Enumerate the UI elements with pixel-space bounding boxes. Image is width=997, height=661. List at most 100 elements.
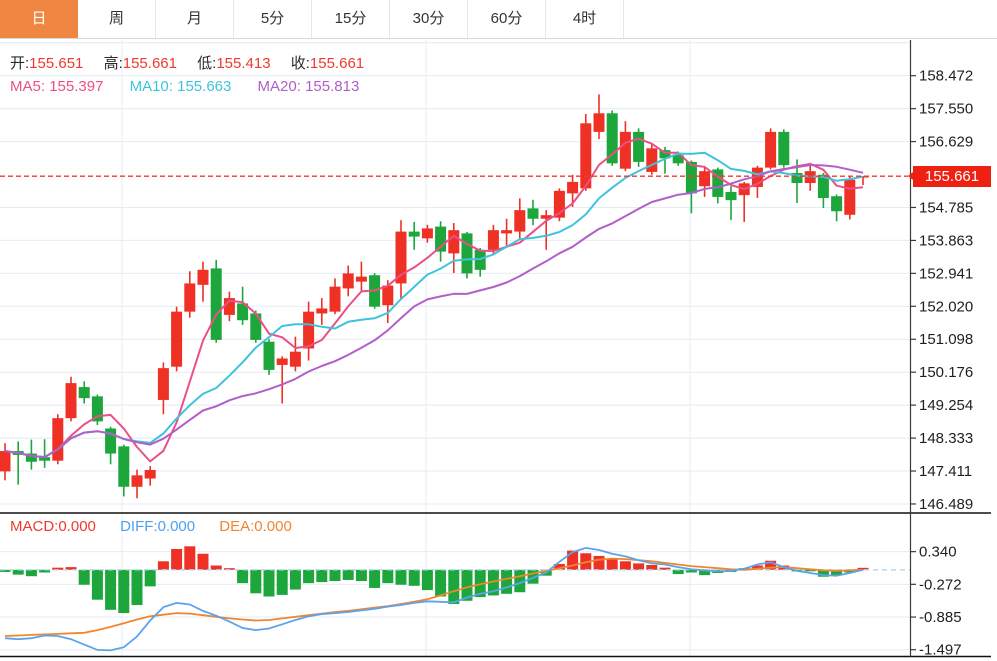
macd-bar: [646, 564, 658, 570]
macd-bar: [0, 569, 11, 572]
dea-label: DEA:: [219, 518, 255, 535]
candle: [171, 311, 183, 367]
macd-bar: [751, 565, 763, 570]
macd-bar: [78, 569, 90, 585]
candle: [303, 311, 315, 349]
macd-bar: [210, 565, 222, 570]
high-value: 155.661: [122, 55, 177, 72]
macd-bar: [382, 569, 394, 584]
macd-axis-label: 0.340: [919, 544, 957, 561]
dea-line: [4, 557, 864, 637]
dea-value: 0.000: [254, 518, 292, 535]
macd-bar: [408, 569, 420, 586]
candle: [659, 150, 671, 159]
tab-15min[interactable]: 15分: [312, 0, 390, 38]
macd-bar: [263, 569, 275, 597]
dea-value-readout: DEA:0.000: [219, 518, 292, 535]
candle: [435, 226, 447, 252]
diff-value-readout: DIFF:0.000: [120, 518, 195, 535]
candle: [276, 358, 288, 365]
macd-bar: [553, 563, 565, 570]
tab-30min[interactable]: 30分: [390, 0, 468, 38]
macd-bar: [25, 569, 37, 577]
candle: [408, 231, 420, 237]
candle: [355, 276, 367, 282]
candle: [619, 131, 631, 169]
macd-axis-label: -0.885: [919, 609, 962, 626]
macd-bar: [567, 550, 579, 570]
candle: [342, 273, 354, 289]
tab-60min[interactable]: 60分: [468, 0, 546, 38]
macd-bar: [672, 569, 684, 575]
ma10-line: [4, 151, 864, 459]
price-axis-label: 149.254: [919, 397, 973, 414]
macd-bar: [633, 563, 645, 570]
candle: [672, 155, 684, 164]
candle: [25, 453, 37, 462]
candle: [831, 196, 843, 212]
tab-day[interactable]: 日: [0, 0, 78, 38]
macd-bar: [593, 555, 605, 570]
candle: [131, 475, 143, 487]
diff-label: DIFF:: [120, 518, 158, 535]
macd-readout: MACD:0.000 DIFF:0.000 DEA:0.000: [10, 518, 312, 535]
candle: [791, 172, 803, 183]
candle: [527, 208, 539, 219]
low-value: 155.413: [216, 55, 271, 72]
candle: [78, 387, 90, 399]
macd-bar: [514, 569, 526, 593]
macd-value: 0.000: [58, 518, 96, 535]
macd-bar: [52, 567, 64, 570]
candle: [606, 113, 618, 164]
macd-bar: [817, 569, 829, 577]
candle: [157, 368, 169, 400]
macd-bar: [435, 569, 447, 597]
macd-bar: [118, 569, 130, 614]
candle: [461, 233, 473, 274]
macd-bar: [144, 569, 156, 587]
ohlc-readout: 开:155.651 高:155.661 低:155.413 收:155.661: [10, 52, 380, 73]
macd-bar: [237, 569, 249, 584]
candle: [580, 123, 592, 189]
open-value: 155.651: [29, 55, 84, 72]
macd-bar: [12, 569, 24, 575]
candle: [765, 131, 777, 168]
candle: [540, 215, 552, 219]
tab-5min[interactable]: 5分: [234, 0, 312, 38]
price-axis-label: 153.863: [919, 232, 973, 249]
macd-bar: [395, 569, 407, 585]
price-axis-label: 148.333: [919, 430, 973, 447]
macd-bar: [316, 569, 328, 583]
macd-value-readout: MACD:0.000: [10, 518, 96, 535]
macd-bar: [105, 569, 117, 610]
ma10-readout: MA10: 155.663: [130, 78, 232, 95]
macd-bar: [527, 569, 539, 584]
tab-week[interactable]: 周: [78, 0, 156, 38]
candle: [91, 396, 103, 422]
ma20-line: [4, 164, 864, 459]
candle: [329, 286, 341, 312]
price-axis-label: 152.941: [919, 265, 973, 282]
candle: [725, 191, 737, 201]
ma20-readout: MA20: 155.813: [258, 78, 360, 95]
candle: [52, 418, 64, 461]
macd-bar: [223, 568, 235, 570]
candle: [144, 469, 156, 479]
candle: [487, 230, 499, 250]
macd-bar: [804, 569, 816, 572]
macd-bar: [659, 567, 671, 570]
ma5-readout: MA5: 155.397: [10, 78, 103, 95]
price-axis-label: 157.550: [919, 101, 973, 118]
price-axis-label: 152.020: [919, 298, 973, 315]
macd-bar: [289, 569, 301, 590]
candle: [395, 231, 407, 284]
candle: [263, 341, 275, 370]
ma5-line: [4, 137, 864, 463]
tab-4hour[interactable]: 4时: [546, 0, 624, 38]
tab-month[interactable]: 月: [156, 0, 234, 38]
candle: [751, 167, 763, 187]
candle: [567, 181, 579, 194]
macd-bar: [197, 553, 209, 570]
close-value: 155.661: [309, 55, 365, 72]
price-axis-label: 151.098: [919, 331, 973, 348]
